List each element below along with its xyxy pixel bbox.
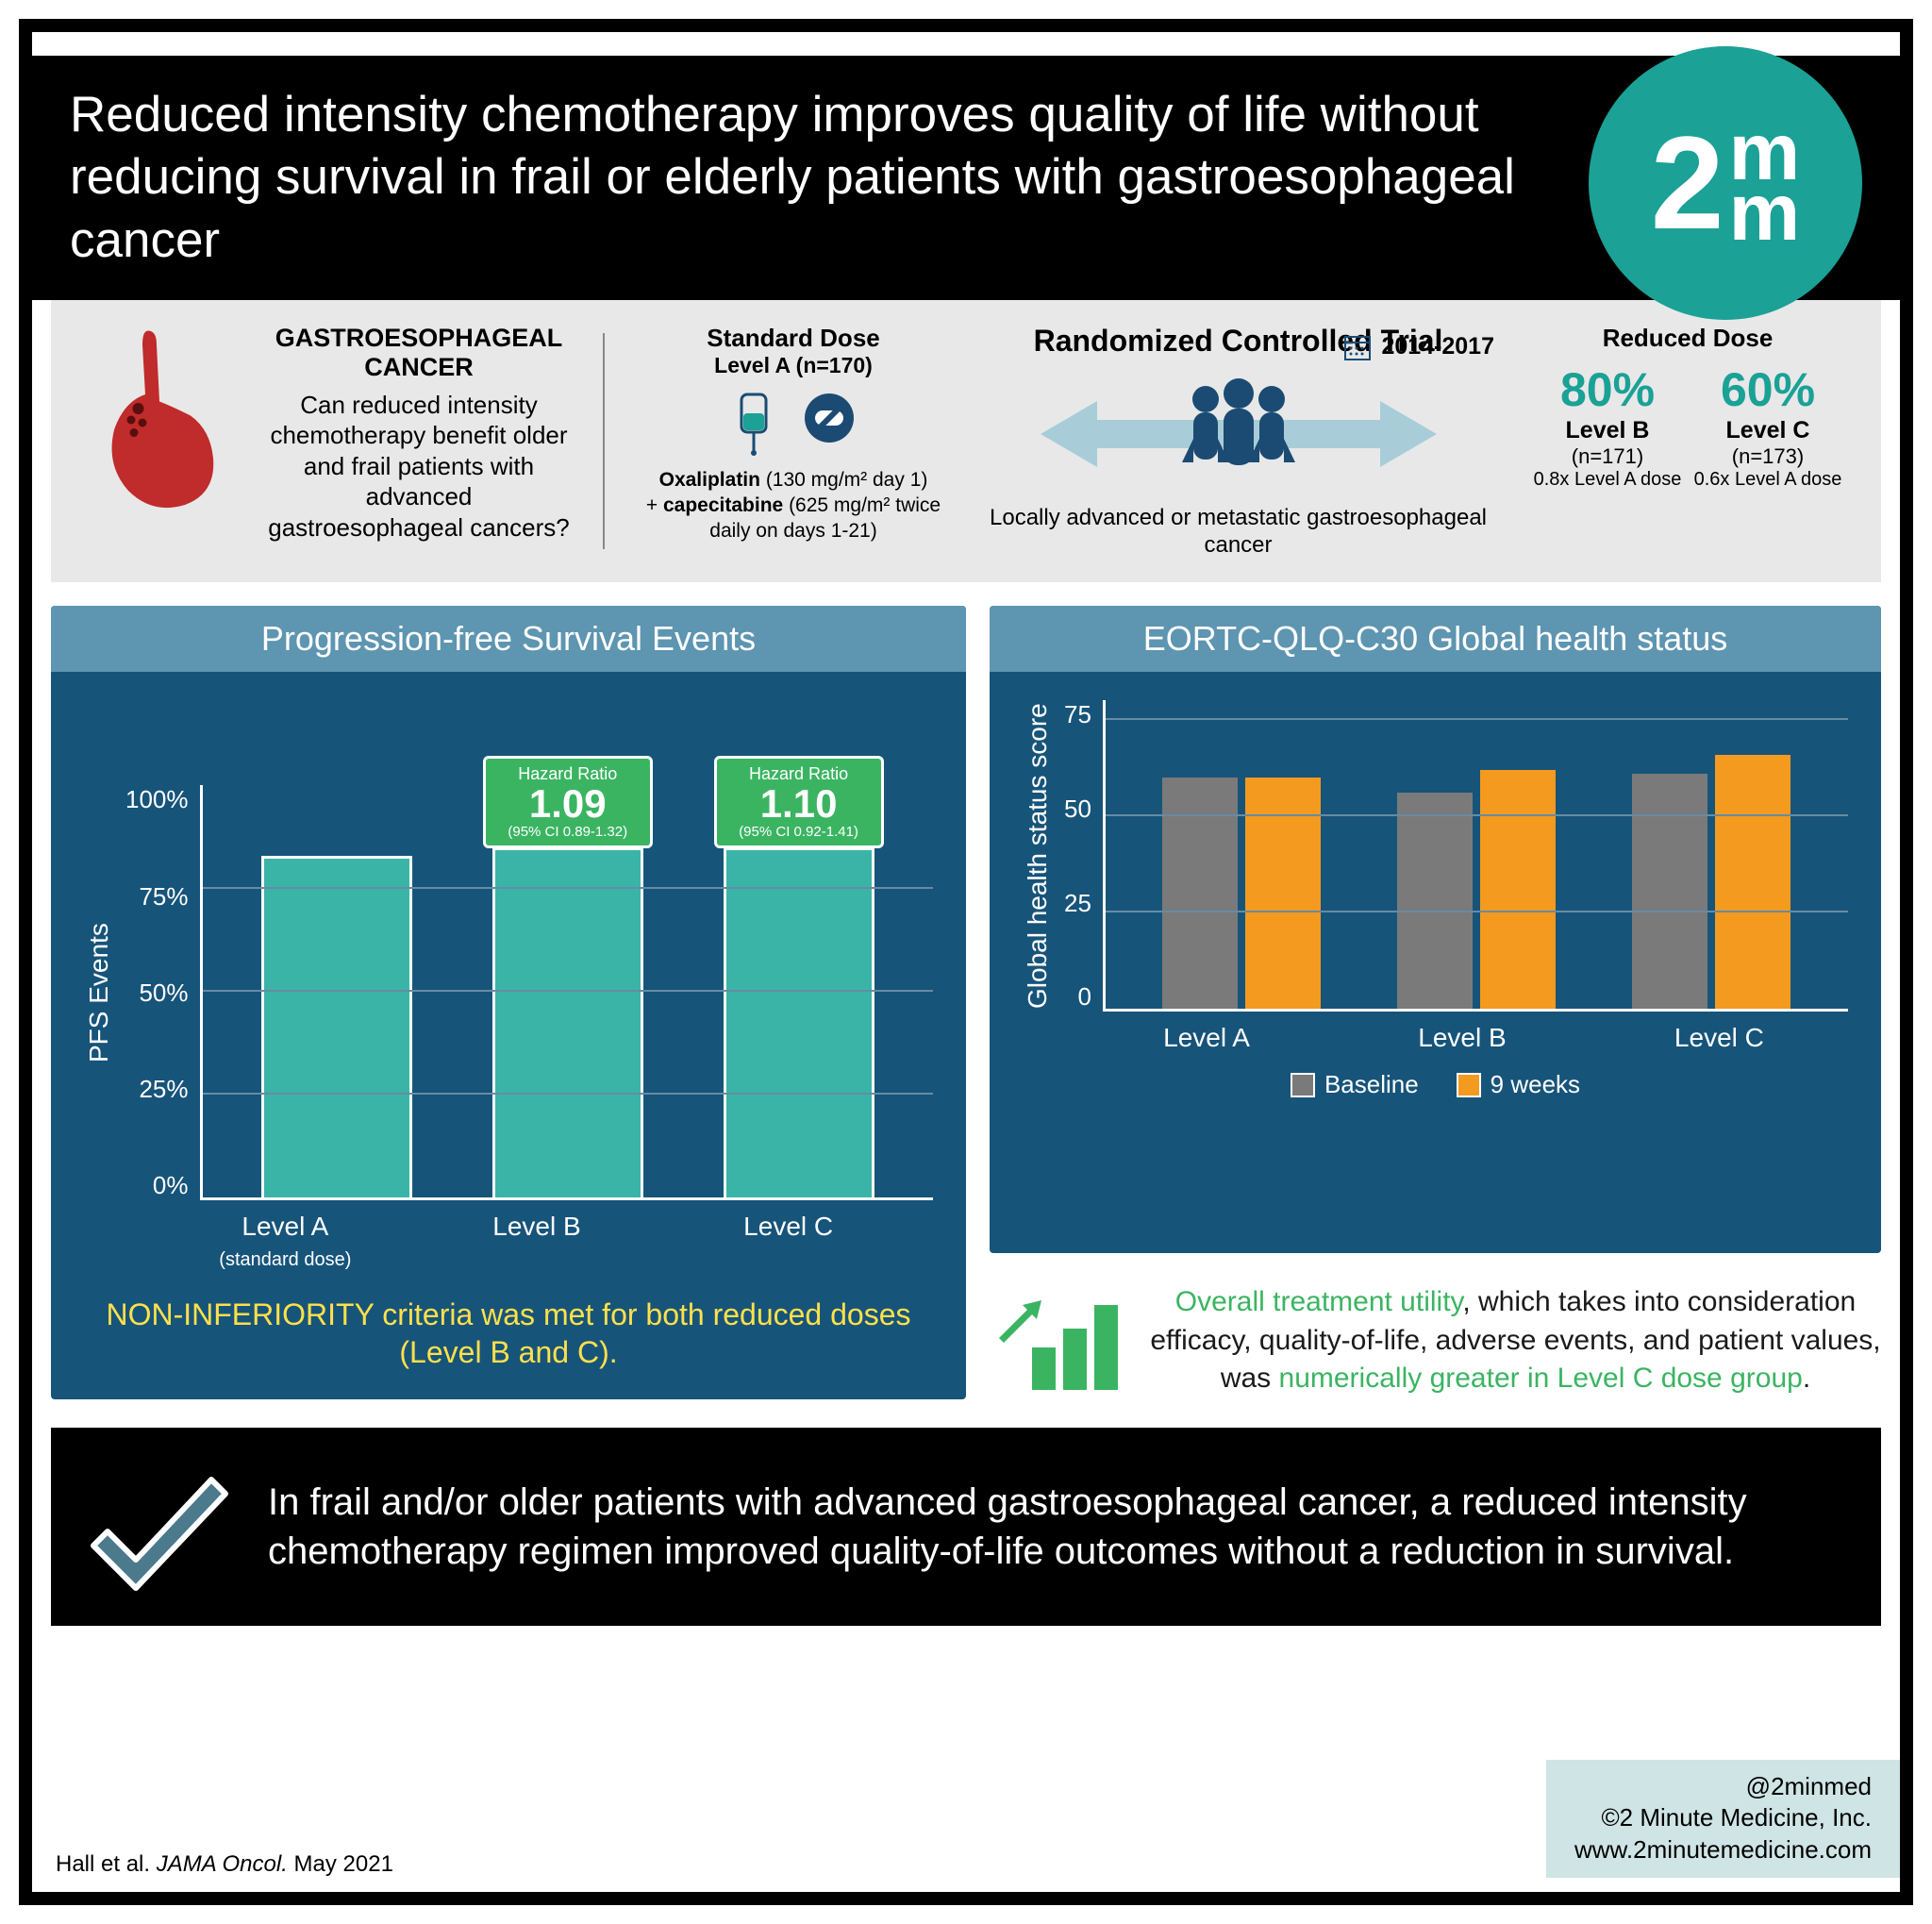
logo-m-bot: m — [1729, 183, 1801, 243]
drug1-dose: (130 mg/m² day 1) — [766, 469, 928, 491]
standard-dose-block: Standard Dose Level A (n=170) Oxaliplati… — [638, 324, 949, 544]
qol-bar — [1245, 778, 1321, 1009]
credits-company: ©2 Minute Medicine, Inc. — [1574, 1802, 1872, 1834]
year-badge: 2014-2017 — [1343, 333, 1494, 361]
years-text: 2014-2017 — [1381, 333, 1494, 360]
reduced-item-c: 60% Level C (n=173) 0.6x Level A dose — [1694, 362, 1842, 490]
stomach-icon — [84, 324, 244, 527]
reduced-pct-c: 60% — [1694, 362, 1842, 417]
hazard-ratio-badge: Hazard Ratio1.10(95% CI 0.92-1.41) — [714, 756, 884, 848]
citation-authors: Hall et al. — [56, 1851, 157, 1877]
infographic-frame: Reduced intensity chemotherapy improves … — [19, 19, 1913, 1905]
pfs-footer: NON-INFERIORITY criteria was met for bot… — [51, 1296, 966, 1399]
utility-end: . — [1803, 1363, 1810, 1394]
qol-bar — [1162, 778, 1238, 1009]
qol-ylabel: Global health status score — [1023, 700, 1053, 1012]
divider — [603, 333, 605, 550]
page-title: Reduced intensity chemotherapy improves … — [70, 84, 1579, 272]
qol-plot-area — [1103, 700, 1848, 1012]
citation-journal: JAMA Oncol. — [157, 1851, 294, 1877]
reduced-level-c: Level C — [1694, 417, 1842, 444]
conclusion-text: In frail and/or older patients with adva… — [268, 1478, 1843, 1576]
calendar-icon — [1343, 333, 1372, 361]
credits-box: @2minmed ©2 Minute Medicine, Inc. www.2m… — [1546, 1760, 1900, 1878]
reduced-dose-block: Reduced Dose 80% Level B (n=171) 0.8x Le… — [1527, 324, 1848, 490]
qol-chart-title: EORTC-QLQ-C30 Global health status — [990, 606, 1881, 672]
reduced-n-b: (n=171) — [1534, 444, 1682, 469]
drug-plus: + — [646, 494, 663, 516]
qol-bar — [1715, 755, 1790, 1010]
brand-logo: 2 m m — [1589, 46, 1862, 320]
pfs-xlabels: Level A(standard dose)Level BLevel C — [84, 1212, 933, 1272]
qol-legend: Baseline 9 weeks — [1023, 1070, 1848, 1099]
qol-bar — [1397, 793, 1473, 1009]
pfs-chart-panel: Progression-free Survival Events PFS Eve… — [51, 606, 966, 1399]
trial-text: Locally advanced or metastatic gastroeso… — [973, 505, 1504, 560]
question-text: Can reduced intensity chemotherapy benef… — [268, 390, 570, 544]
qol-bar — [1632, 774, 1707, 1009]
legend-baseline: Baseline — [1291, 1070, 1419, 1099]
reduced-n-c: (n=173) — [1694, 444, 1842, 469]
pfs-ylabel: PFS Events — [84, 785, 114, 1200]
header-bar: Reduced intensity chemotherapy improves … — [32, 56, 1900, 300]
qol-bar-group — [1632, 700, 1790, 1009]
citation: Hall et al. JAMA Oncol. May 2021 — [56, 1851, 393, 1878]
legend-9weeks: 9 weeks — [1457, 1070, 1580, 1099]
qol-bar-group — [1162, 700, 1321, 1009]
standard-title: Standard Dose — [638, 324, 949, 353]
hazard-ratio-badge: Hazard Ratio1.09(95% CI 0.89-1.32) — [483, 756, 653, 848]
conclusion-bar: In frail and/or older patients with adva… — [51, 1428, 1881, 1626]
reduced-level-b: Level B — [1534, 417, 1682, 444]
reduced-title: Reduced Dose — [1527, 324, 1848, 353]
reduced-note-b: 0.8x Level A dose — [1534, 469, 1682, 490]
no-pill-icon — [801, 390, 858, 446]
reduced-item-b: 80% Level B (n=171) 0.8x Level A dose — [1534, 362, 1682, 490]
qol-yticks: 75 50 25 0 — [1053, 700, 1103, 1012]
question-title: GASTROESOPHAGEAL CANCER — [268, 324, 570, 382]
reduced-pct-b: 80% — [1534, 362, 1682, 417]
qol-xlabels: Level ALevel BLevel C — [1023, 1023, 1848, 1053]
trial-icon — [1031, 373, 1446, 495]
iv-bag-icon — [730, 390, 777, 456]
info-band: GASTROESOPHAGEAL CANCER Can reduced inte… — [51, 300, 1881, 583]
charts-row: Progression-free Survival Events PFS Eve… — [51, 606, 1881, 1399]
question-block: GASTROESOPHAGEAL CANCER Can reduced inte… — [268, 324, 570, 544]
footer-row: Hall et al. JAMA Oncol. May 2021 @2minme… — [56, 1760, 1900, 1878]
citation-date: May 2021 — [294, 1851, 393, 1877]
logo-2: 2 — [1651, 124, 1724, 243]
credits-handle: @2minmed — [1574, 1771, 1872, 1803]
pfs-plot-area: Hazard Ratio1.09(95% CI 0.89-1.32) Hazard… — [200, 785, 934, 1200]
credits-url: www.2minutemedicine.com — [1574, 1834, 1872, 1866]
qol-bar — [1480, 770, 1556, 1009]
checkmark-icon — [89, 1456, 230, 1598]
utility-tail: numerically greater in Level C dose grou… — [1279, 1363, 1803, 1394]
pfs-chart-title: Progression-free Survival Events — [51, 606, 966, 672]
utility-text: Overall treatment utility, which takes i… — [1150, 1283, 1881, 1398]
growth-icon — [990, 1281, 1122, 1399]
trial-block: 2014-2017 Randomized Controlled Trial Lo… — [973, 324, 1504, 560]
utility-lead: Overall treatment utility — [1175, 1286, 1463, 1317]
pfs-bar — [261, 856, 412, 1198]
right-column: EORTC-QLQ-C30 Global health status Globa… — [990, 606, 1881, 1399]
drug2-name: capecitabine — [663, 494, 783, 516]
pfs-yticks: 100% 75% 50% 25% 0% — [114, 785, 200, 1200]
qol-chart-panel: EORTC-QLQ-C30 Global health status Globa… — [990, 606, 1881, 1253]
pfs-bar: Hazard Ratio1.10(95% CI 0.92-1.41) — [724, 847, 874, 1197]
reduced-note-c: 0.6x Level A dose — [1694, 469, 1842, 490]
utility-box: Overall treatment utility, which takes i… — [990, 1281, 1881, 1399]
standard-level: Level A (n=170) — [638, 353, 949, 378]
drug1-name: Oxaliplatin — [659, 469, 760, 491]
pfs-bar: Hazard Ratio1.09(95% CI 0.89-1.32) — [492, 847, 643, 1197]
qol-bar-group — [1397, 700, 1556, 1009]
